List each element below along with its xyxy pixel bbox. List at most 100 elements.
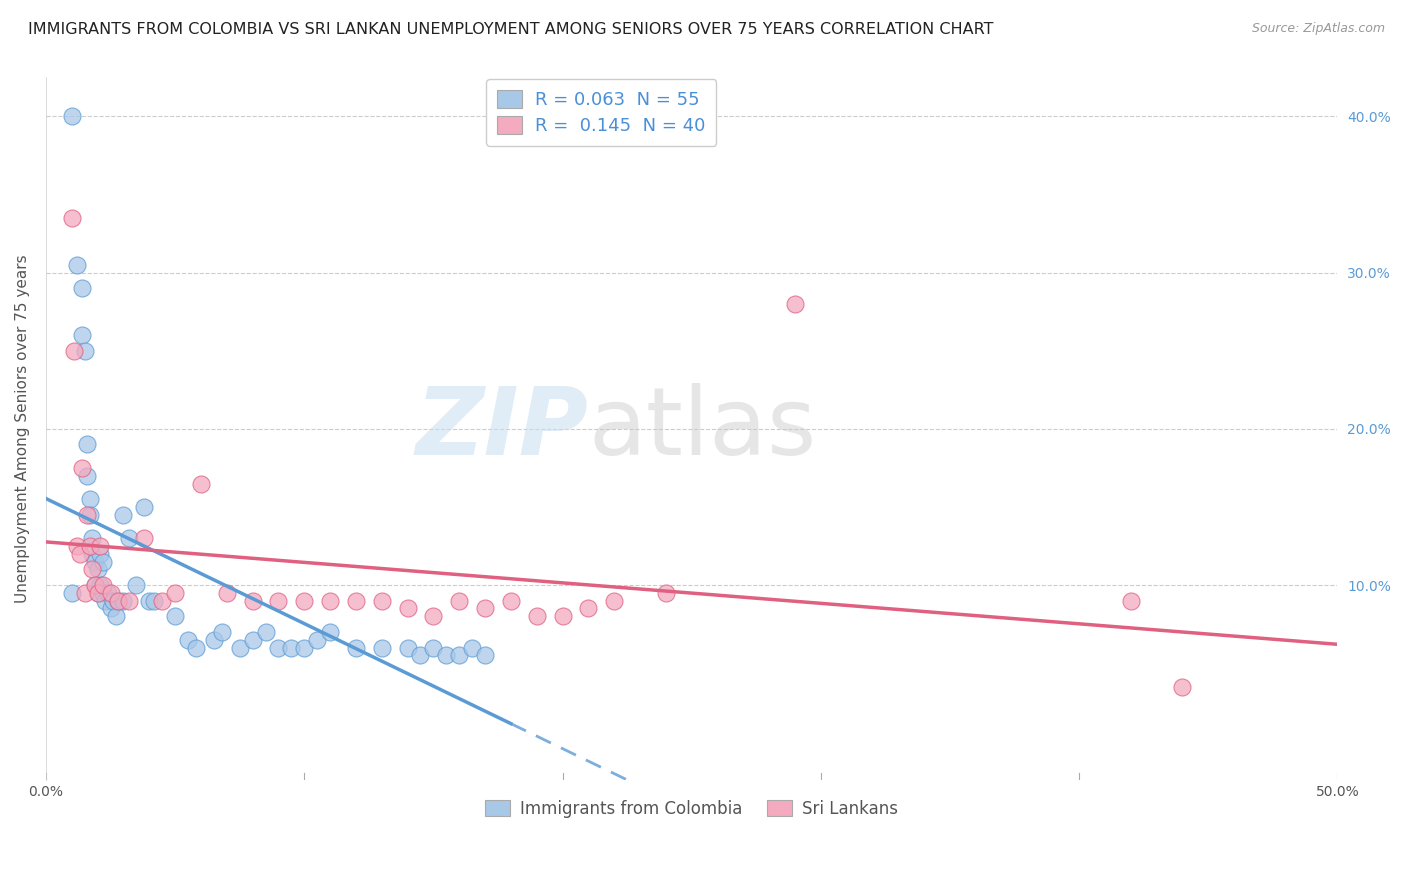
Point xyxy=(434,648,457,663)
Point xyxy=(91,578,114,592)
Point xyxy=(69,547,91,561)
Point xyxy=(76,508,98,522)
Point xyxy=(1119,593,1142,607)
Point xyxy=(89,547,111,561)
Point xyxy=(474,648,496,663)
Point xyxy=(82,562,104,576)
Point xyxy=(143,593,166,607)
Point xyxy=(66,539,89,553)
Point xyxy=(526,609,548,624)
Point xyxy=(344,640,367,655)
Point xyxy=(91,586,114,600)
Text: Source: ZipAtlas.com: Source: ZipAtlas.com xyxy=(1251,22,1385,36)
Point xyxy=(783,297,806,311)
Point xyxy=(228,640,250,655)
Point xyxy=(70,328,93,343)
Point xyxy=(211,624,233,639)
Point xyxy=(76,437,98,451)
Point xyxy=(97,586,120,600)
Point xyxy=(107,593,129,607)
Point xyxy=(1171,680,1194,694)
Point xyxy=(112,508,135,522)
Point xyxy=(107,593,129,607)
Point xyxy=(202,632,225,647)
Point xyxy=(101,593,124,607)
Point xyxy=(603,593,626,607)
Point xyxy=(94,593,117,607)
Point xyxy=(254,624,277,639)
Point xyxy=(66,258,89,272)
Point xyxy=(371,640,394,655)
Point xyxy=(134,531,156,545)
Point xyxy=(60,586,83,600)
Point xyxy=(150,593,173,607)
Point xyxy=(267,640,290,655)
Point xyxy=(91,555,114,569)
Point xyxy=(576,601,599,615)
Point xyxy=(73,343,96,358)
Point xyxy=(280,640,302,655)
Legend: Immigrants from Colombia, Sri Lankans: Immigrants from Colombia, Sri Lankans xyxy=(478,793,905,825)
Text: ZIP: ZIP xyxy=(416,383,588,475)
Point xyxy=(449,593,471,607)
Point xyxy=(215,586,238,600)
Point xyxy=(84,578,107,592)
Point xyxy=(82,531,104,545)
Point xyxy=(84,555,107,569)
Point xyxy=(86,586,108,600)
Point xyxy=(79,508,101,522)
Point xyxy=(461,640,484,655)
Point xyxy=(117,593,139,607)
Point xyxy=(319,624,342,639)
Point xyxy=(70,281,93,295)
Point xyxy=(396,640,419,655)
Point xyxy=(89,578,111,592)
Point xyxy=(60,211,83,225)
Point xyxy=(319,593,342,607)
Point xyxy=(474,601,496,615)
Point xyxy=(190,476,212,491)
Point xyxy=(125,578,148,592)
Point xyxy=(79,539,101,553)
Point xyxy=(138,593,160,607)
Point xyxy=(292,640,315,655)
Point xyxy=(79,492,101,507)
Y-axis label: Unemployment Among Seniors over 75 years: Unemployment Among Seniors over 75 years xyxy=(15,254,30,603)
Point xyxy=(82,547,104,561)
Point xyxy=(551,609,574,624)
Point xyxy=(86,562,108,576)
Point xyxy=(371,593,394,607)
Point xyxy=(104,609,127,624)
Point xyxy=(307,632,329,647)
Text: IMMIGRANTS FROM COLOMBIA VS SRI LANKAN UNEMPLOYMENT AMONG SENIORS OVER 75 YEARS : IMMIGRANTS FROM COLOMBIA VS SRI LANKAN U… xyxy=(28,22,994,37)
Point xyxy=(344,593,367,607)
Point xyxy=(117,531,139,545)
Point xyxy=(84,578,107,592)
Point xyxy=(499,593,522,607)
Point xyxy=(165,586,187,600)
Point xyxy=(112,593,135,607)
Point xyxy=(267,593,290,607)
Point xyxy=(134,500,156,514)
Point xyxy=(60,110,83,124)
Point xyxy=(422,640,444,655)
Point xyxy=(242,593,264,607)
Point xyxy=(100,601,122,615)
Point xyxy=(89,539,111,553)
Point xyxy=(655,586,678,600)
Point xyxy=(86,586,108,600)
Point xyxy=(165,609,187,624)
Point xyxy=(70,461,93,475)
Point xyxy=(409,648,432,663)
Point xyxy=(184,640,207,655)
Point xyxy=(422,609,444,624)
Point xyxy=(242,632,264,647)
Point xyxy=(100,586,122,600)
Point xyxy=(76,468,98,483)
Text: atlas: atlas xyxy=(588,383,817,475)
Point xyxy=(63,343,86,358)
Point xyxy=(177,632,200,647)
Point xyxy=(396,601,419,615)
Point xyxy=(292,593,315,607)
Point xyxy=(73,586,96,600)
